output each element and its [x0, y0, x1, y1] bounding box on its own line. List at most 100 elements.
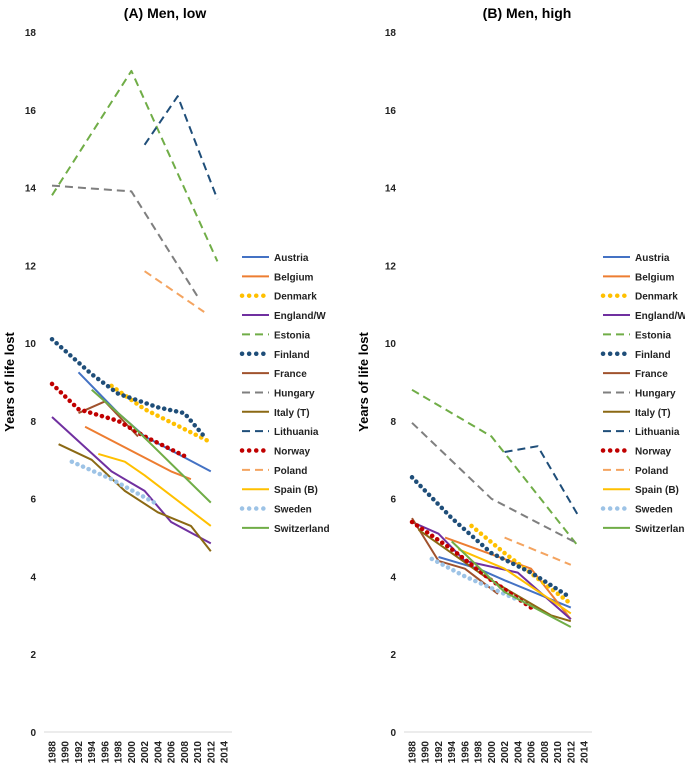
y-tick-label: 12 [385, 261, 397, 272]
legend-label: Norway [274, 447, 311, 458]
chart-title: (A) Men, low [124, 5, 207, 21]
x-tick-label: 1994 [447, 741, 458, 763]
y-tick-label: 18 [385, 28, 397, 39]
legend-label: Denmark [274, 292, 317, 303]
series-line-finland [49, 336, 207, 439]
legend-label: France [274, 369, 307, 380]
x-tick-label: 2006 [167, 741, 178, 763]
y-tick-label: 8 [30, 417, 36, 428]
series-line-norway [409, 519, 534, 610]
x-tick-label: 1992 [434, 741, 445, 763]
x-tick-label: 1994 [87, 741, 98, 763]
legend-label: Estonia [635, 330, 672, 341]
legend-label: Spain (B) [635, 485, 679, 496]
x-tick-label: 1988 [48, 741, 59, 763]
x-tick-label: 1998 [114, 741, 125, 763]
chart-panel-a: (A) Men, low Years of life lost 0 2 4 6 8 10 12 1… [2, 5, 330, 763]
series-line-estonia [411, 388, 579, 546]
x-tick-label: 2002 [500, 741, 511, 763]
series-line-finland [409, 475, 574, 601]
legend-label: Sweden [635, 505, 673, 516]
series-line-sweden [429, 556, 521, 603]
series-line-denmark [109, 383, 214, 445]
legend-label: England/W [635, 311, 685, 322]
series-line-lithuania [504, 445, 579, 515]
x-tick-label: 2010 [553, 741, 564, 763]
x-tick-label: 1990 [421, 741, 432, 763]
series-line-italy-t [58, 443, 212, 552]
legend: Austria Belgium Denmark England/W Estonia Fin… [600, 253, 685, 535]
y-tick-label: 6 [30, 495, 36, 506]
series-line-hungary [51, 184, 199, 297]
x-tick-label: 2006 [527, 741, 538, 763]
legend-label: England/W [274, 311, 326, 322]
x-tick-label: 2012 [566, 741, 577, 763]
legend-label: Lithuania [635, 427, 680, 438]
legend-label: Estonia [274, 330, 311, 341]
legend-label: Denmark [635, 292, 678, 303]
y-axis-label: Years of life lost [356, 331, 371, 431]
y-tick-label: 0 [390, 728, 396, 739]
x-tick-label: 1990 [61, 741, 72, 763]
x-tick-label: 2010 [193, 741, 204, 763]
y-tick-label: 10 [25, 339, 37, 350]
y-tick-label: 0 [30, 728, 36, 739]
legend: Austria Belgium Denmark England/W Estonia Fin… [239, 253, 330, 535]
x-tick-label: 2002 [140, 741, 151, 763]
x-tick-label: 2008 [180, 741, 191, 763]
y-tick-label: 6 [390, 495, 396, 506]
series-line-poland [504, 536, 572, 566]
x-tick-label: 2000 [127, 741, 138, 763]
series-line-switzerland [91, 389, 212, 504]
legend-label: Austria [635, 253, 670, 264]
legend-label: Austria [274, 253, 309, 264]
legend-label: Poland [635, 466, 668, 477]
legend-label: Lithuania [274, 427, 319, 438]
y-tick-label: 2 [30, 650, 36, 661]
legend-label: Hungary [635, 388, 676, 399]
series-line-hungary [411, 422, 578, 545]
y-tick-label: 14 [385, 184, 397, 195]
series-line-lithuania [143, 95, 219, 200]
x-tick-label: 2000 [487, 741, 498, 763]
y-tick-label: 16 [25, 106, 37, 117]
series-line-switzerland [451, 540, 572, 628]
y-tick-label: 14 [25, 184, 37, 195]
legend-label: Finland [635, 350, 671, 361]
y-tick-label: 12 [25, 261, 37, 272]
legend-label: Norway [635, 447, 672, 458]
legend-label: Poland [274, 466, 307, 477]
legend-label: Belgium [274, 272, 314, 283]
legend-label: Switzerland [635, 524, 685, 535]
series-line-sweden [69, 459, 161, 507]
x-tick-label: 2014 [220, 741, 231, 763]
chart-panel-b: (B) Men, high Years of life lost 0 2 4 6 8 10 12… [356, 5, 685, 763]
x-tick-label: 1988 [408, 741, 419, 763]
legend-label: France [635, 369, 668, 380]
legend-label: Italy (T) [274, 408, 310, 419]
series-line-england-w [51, 416, 212, 545]
legend-label: Sweden [274, 505, 312, 516]
x-tick-label: 1998 [474, 741, 485, 763]
x-tick-label: 1996 [460, 741, 471, 763]
y-tick-label: 16 [385, 106, 397, 117]
series-line-spain-b [457, 548, 572, 615]
legend-label: Spain (B) [274, 485, 318, 496]
series-line-denmark [469, 523, 574, 606]
series-line-belgium [444, 536, 572, 620]
x-tick-label: 2014 [580, 741, 591, 763]
chart-title: (B) Men, high [483, 5, 572, 21]
series-line-estonia [51, 69, 219, 262]
x-tick-label: 1992 [74, 741, 85, 763]
legend-label: Finland [274, 350, 310, 361]
x-tick-label: 2012 [206, 741, 217, 763]
legend-label: Belgium [635, 272, 675, 283]
y-tick-label: 10 [385, 339, 397, 350]
y-axis-label: Years of life lost [2, 331, 17, 431]
x-tick-label: 2008 [540, 741, 551, 763]
legend-label: Hungary [274, 388, 315, 399]
series-line-spain-b [98, 452, 212, 527]
series-line-norway [49, 381, 187, 459]
legend-label: Italy (T) [635, 408, 671, 419]
